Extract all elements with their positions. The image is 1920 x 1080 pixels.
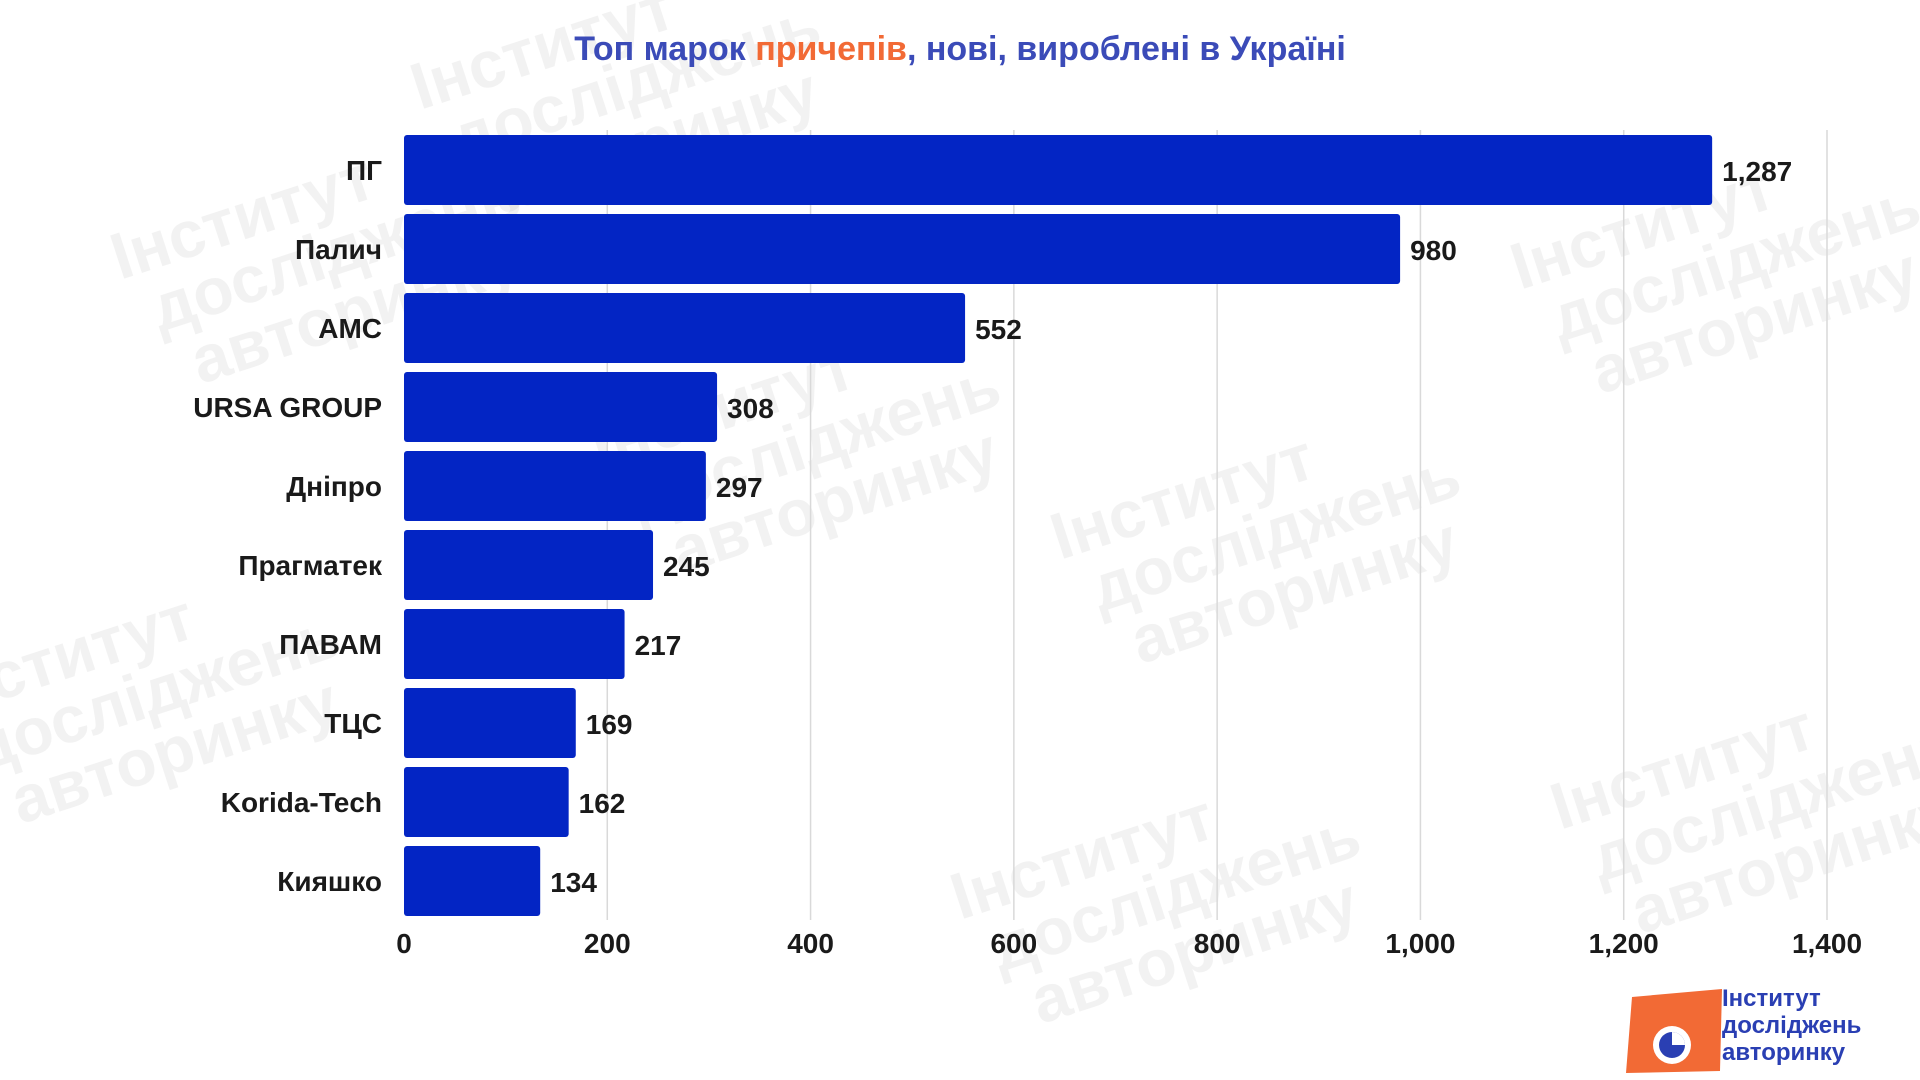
data-label: 308 xyxy=(727,393,774,424)
category-label: АМС xyxy=(318,313,382,344)
bar xyxy=(404,609,625,679)
x-tick-label: 1,400 xyxy=(1792,928,1862,959)
x-tick-label: 400 xyxy=(787,928,834,959)
category-label: ПАВАМ xyxy=(279,629,382,660)
x-tick-label: 0 xyxy=(396,928,412,959)
bar xyxy=(404,451,706,521)
category-label: ТЦС xyxy=(324,708,382,739)
data-label: 245 xyxy=(663,551,710,582)
title-part-2: , нові, вироблені в Україні xyxy=(906,30,1346,68)
data-label: 134 xyxy=(550,867,597,898)
category-label: Korida-Tech xyxy=(221,787,382,818)
x-tick-label: 1,200 xyxy=(1589,928,1659,959)
title-highlight: причепів xyxy=(755,30,907,68)
data-label: 1,287 xyxy=(1722,156,1792,187)
data-label: 162 xyxy=(579,788,626,819)
x-tick-label: 200 xyxy=(584,928,631,959)
category-label: Прагматек xyxy=(238,550,383,581)
bar xyxy=(404,293,966,363)
x-tick-label: 800 xyxy=(1194,928,1241,959)
logo-text: Інститут досліджень авторинку xyxy=(1722,985,1861,1066)
data-label: 980 xyxy=(1410,235,1457,266)
bar xyxy=(404,846,541,916)
data-label: 217 xyxy=(635,630,682,661)
logo xyxy=(1626,989,1722,1073)
pie-chart-icon xyxy=(1653,1026,1691,1064)
category-label: ПГ xyxy=(346,155,382,186)
bar xyxy=(404,372,718,442)
bar xyxy=(404,688,576,758)
bar xyxy=(404,214,1401,284)
category-label: Палич xyxy=(295,234,382,265)
data-label: 297 xyxy=(716,472,763,503)
x-tick-label: 600 xyxy=(990,928,1037,959)
bar xyxy=(404,135,1713,205)
category-label: Дніпро xyxy=(286,471,382,502)
logo-line-1: Інститут xyxy=(1722,985,1821,1012)
category-label: Кияшко xyxy=(277,866,382,897)
title-part-1: Топ марок xyxy=(574,30,756,68)
x-tick-label: 1,000 xyxy=(1385,928,1455,959)
data-label: 552 xyxy=(975,314,1022,345)
category-label: URSA GROUP xyxy=(193,392,382,423)
bar xyxy=(404,530,654,600)
data-label: 169 xyxy=(586,709,633,740)
chart-title: Топ марок причепів, нові, вироблені в Ук… xyxy=(0,30,1920,69)
bar xyxy=(404,767,569,837)
logo-line-2: досліджень xyxy=(1722,1012,1862,1039)
logo-line-3: авторинку xyxy=(1722,1039,1846,1066)
